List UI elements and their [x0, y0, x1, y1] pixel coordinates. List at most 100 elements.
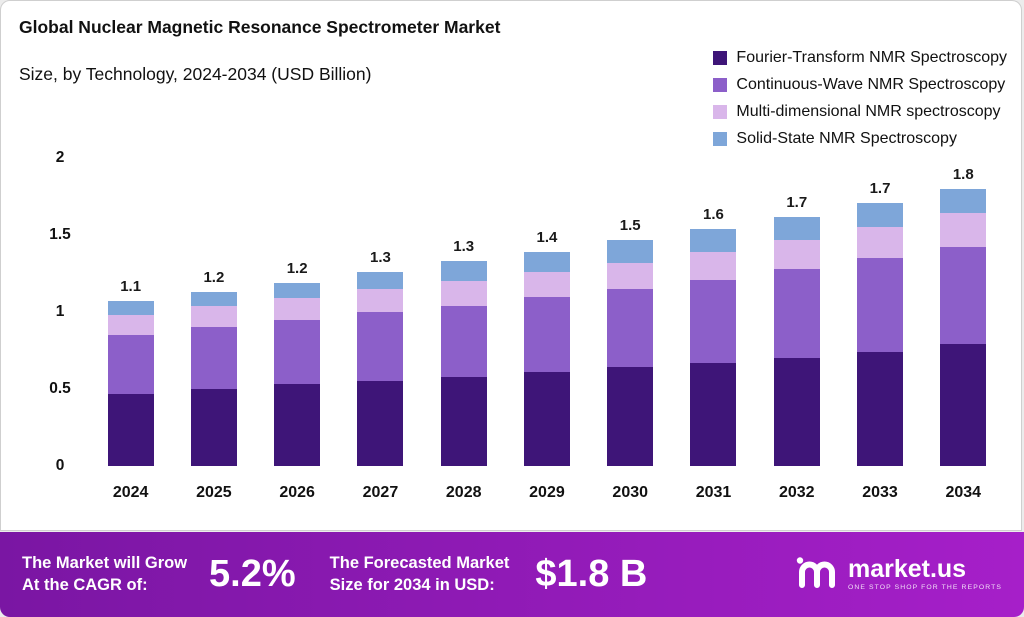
cagr-label: The Market will Grow At the CAGR of: — [22, 553, 187, 596]
bar-segment-2034[interactable] — [940, 213, 987, 248]
bar-total-label: 1.4 — [536, 228, 558, 246]
market-us-logo[interactable]: market.us ONE STOP SHOP FOR THE REPORTS — [795, 555, 1002, 594]
logo-text-block: market.us ONE STOP SHOP FOR THE REPORTS — [848, 557, 1002, 592]
bar-segment-2025[interactable] — [190, 292, 237, 306]
bar-2030: 1.5 2030 — [607, 158, 654, 501]
bar-segment-2030[interactable] — [607, 262, 654, 289]
bar-2026: 1.2 2026 — [274, 158, 321, 501]
bar-total-label: 1.7 — [786, 193, 808, 211]
bar-2024: 1.1 2024 — [107, 158, 154, 501]
cagr-label-line1: The Market will Grow — [22, 554, 188, 573]
chart-legend: Fourier-Transform NMR Spectroscopy Conti… — [713, 49, 1007, 148]
bar-total-label: 1.6 — [703, 205, 724, 223]
bar-segment-2028[interactable] — [440, 376, 487, 466]
cagr-label-line2: At the CAGR of: — [22, 575, 148, 594]
bar-2034: 1.8 2034 — [940, 158, 987, 501]
x-axis-label: 2027 — [362, 484, 399, 501]
bar-segment-2032[interactable] — [773, 216, 820, 240]
bar-total-label: 1.3 — [453, 238, 475, 256]
chart-subtitle: Size, by Technology, 2024-2034 (USD Bill… — [19, 64, 372, 84]
bar-total-label: 1.2 — [203, 269, 225, 286]
legend-label: Multi-dimensional NMR spectroscopy — [736, 103, 1001, 120]
bar-segment-2031[interactable] — [690, 228, 737, 252]
legend-item-solid-state: Solid-State NMR Spectroscopy — [713, 130, 1007, 148]
y-axis-tick-label: 2 — [55, 149, 65, 166]
bar-segment-2033[interactable] — [857, 258, 904, 353]
y-axis: 0 0.5 1 1.5 2 — [39, 149, 81, 474]
logo-name: market.us — [847, 555, 967, 584]
x-axis-label: 2034 — [945, 484, 982, 501]
x-axis-label: 2030 — [612, 484, 649, 501]
bar-segment-2033[interactable] — [857, 227, 904, 259]
y-axis-tick-label: 1.5 — [49, 226, 71, 243]
bar-total-label: 1.7 — [869, 179, 891, 197]
bar-segment-2026[interactable] — [274, 282, 321, 299]
bar-segment-2025[interactable] — [190, 305, 237, 328]
x-axis-label: 2031 — [695, 484, 732, 501]
bar-segment-2029[interactable] — [523, 251, 570, 272]
legend-item-fourier-transform: Fourier-Transform NMR Spectroscopy — [713, 49, 1007, 67]
bar-segment-2034[interactable] — [940, 344, 987, 466]
legend-item-continuous-wave: Continuous-Wave NMR Spectroscopy — [713, 76, 1007, 94]
bar-segment-2026[interactable] — [274, 384, 321, 466]
x-axis-label: 2024 — [112, 484, 149, 501]
bar-2029: 1.4 2029 — [523, 158, 570, 501]
bar-segment-2033[interactable] — [857, 202, 904, 228]
bar-2031: 1.6 2031 — [690, 158, 737, 501]
y-axis-tick-label: 1 — [55, 303, 65, 320]
bar-segment-2030[interactable] — [607, 239, 654, 263]
bar-segment-2033[interactable] — [857, 352, 904, 466]
bar-segment-2025[interactable] — [190, 327, 237, 389]
forecast-label-line2: Size for 2034 in USD: — [329, 575, 495, 594]
legend-swatch-icon — [713, 132, 728, 146]
bar-segment-2031[interactable] — [690, 251, 737, 280]
bar-total-label: 1.8 — [952, 165, 974, 183]
cagr-value: 5.2% — [209, 553, 296, 595]
market-us-logo-icon — [795, 555, 839, 594]
bar-segment-2032[interactable] — [773, 268, 820, 359]
bar-segment-2032[interactable] — [773, 239, 820, 269]
bar-segment-2027[interactable] — [357, 271, 404, 289]
bar-segment-2034[interactable] — [940, 188, 987, 214]
bar-segment-2028[interactable] — [440, 281, 487, 306]
bar-2028: 1.3 2028 — [440, 158, 487, 501]
bar-segment-2030[interactable] — [607, 367, 654, 466]
bar-segment-2025[interactable] — [190, 389, 237, 466]
plot-area: 1.1 2024 1.2 2025 1.2 2026 1.3 2027 1.3 2028 1.4 20… — [89, 158, 1005, 501]
legend-label: Solid-State NMR Spectroscopy — [736, 130, 957, 147]
bar-segment-2031[interactable] — [690, 279, 737, 363]
bar-segment-2028[interactable] — [440, 261, 487, 282]
bar-segment-2030[interactable] — [607, 288, 654, 368]
legend-swatch-icon — [713, 105, 728, 119]
bar-segment-2027[interactable] — [357, 381, 404, 466]
y-axis-tick-label: 0 — [55, 457, 65, 474]
bar-segment-2027[interactable] — [357, 312, 404, 382]
bar-segment-2026[interactable] — [274, 298, 321, 320]
bar-total-label: 1.5 — [619, 216, 641, 234]
bar-segment-2029[interactable] — [523, 271, 570, 297]
forecast-label-line1: The Forecasted Market — [329, 554, 510, 573]
bar-total-label: 1.1 — [120, 278, 142, 296]
legend-label: Fourier-Transform NMR Spectroscopy — [736, 49, 1007, 66]
bar-segment-2024[interactable] — [107, 315, 154, 336]
legend-label: Continuous-Wave NMR Spectroscopy — [736, 76, 1006, 93]
bar-segment-2028[interactable] — [440, 305, 487, 377]
x-axis-label: 2033 — [862, 484, 898, 501]
bar-segment-2024[interactable] — [107, 393, 154, 466]
bar-segment-2024[interactable] — [107, 335, 154, 394]
legend-swatch-icon — [713, 51, 728, 65]
bar-segment-2029[interactable] — [523, 372, 570, 466]
x-axis-label: 2032 — [778, 484, 815, 501]
bar-segment-2031[interactable] — [690, 362, 737, 466]
bar-segment-2032[interactable] — [773, 358, 820, 466]
bar-segment-2024[interactable] — [107, 301, 154, 316]
bar-segment-2029[interactable] — [523, 296, 570, 373]
bar-segment-2034[interactable] — [940, 247, 987, 345]
bar-segment-2027[interactable] — [357, 288, 404, 313]
chart-header: Global Nuclear Magnetic Resonance Spectr… — [19, 17, 500, 85]
chart-title: Global Nuclear Magnetic Resonance Spectr… — [19, 17, 501, 37]
bar-2025: 1.2 2025 — [190, 158, 237, 501]
bar-segment-2026[interactable] — [274, 319, 321, 385]
bar-2032: 1.7 2032 — [773, 158, 820, 501]
